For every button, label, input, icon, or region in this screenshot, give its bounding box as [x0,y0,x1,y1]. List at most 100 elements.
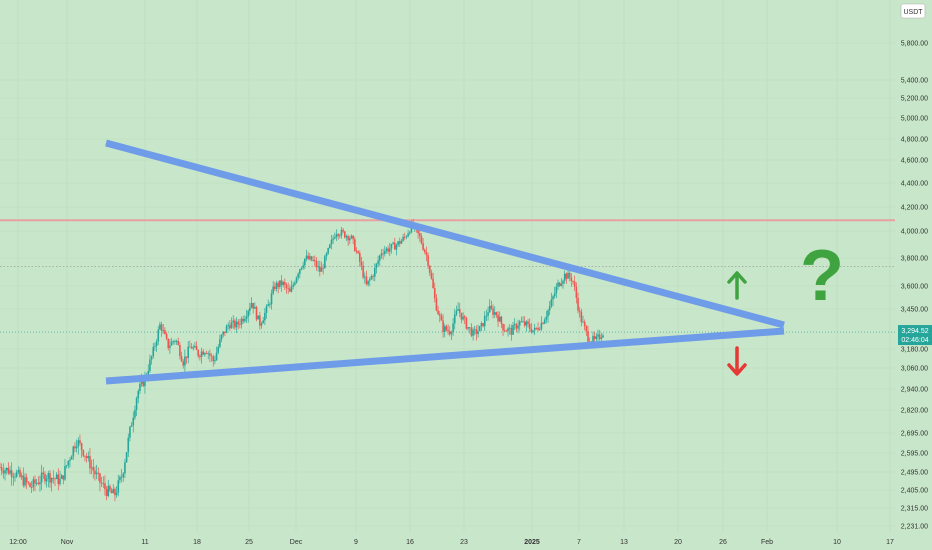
x-tick-label: 2025 [524,539,540,546]
candle-body [22,475,25,486]
candle-body [297,273,299,278]
candle-body [184,356,186,366]
x-tick-label: 20 [674,539,682,546]
candle-body [235,321,238,328]
candle-body [453,314,456,324]
candle-body [370,276,373,280]
candle-body [299,269,301,274]
candle-body [217,346,220,353]
candle-body [580,311,583,323]
y-axis[interactable]: USDT 5,800.00 5,400.00 5,200.00 5,000.00 4,8… [895,0,932,550]
candle-body [194,345,196,348]
candle-body [159,324,161,330]
candle-body [339,235,341,237]
candle-body [540,322,543,330]
upper-trendline[interactable] [105,139,785,329]
candle-body [70,456,73,460]
candle-body [294,282,296,285]
candle-body [490,305,493,309]
candle-body [220,334,223,340]
candle-body [425,252,428,256]
candle-body [455,310,458,315]
candles [0,218,604,502]
candle-body [10,470,13,477]
candle-body [522,321,524,323]
y-tick-label: 4,200.00 [901,205,928,212]
candle-body [210,355,213,357]
candle-body [380,253,383,256]
candle-body [319,266,321,272]
candle-body [64,466,66,480]
candle-body [107,485,110,497]
candle-body [314,259,316,262]
candle-body [209,353,211,356]
candle-body [150,356,153,360]
candle-body [507,328,509,332]
candle-body [109,485,111,491]
candle-body [212,356,215,362]
candle-body [552,296,554,300]
candle-body [312,259,314,261]
candle-body [230,322,233,329]
candle-body [523,321,526,326]
candle-body [562,280,564,284]
candle-body [388,248,391,252]
candle-body [359,252,361,262]
candle-body [367,280,369,285]
candle-body [277,282,279,287]
candle-body [19,470,21,477]
candle-body [60,475,63,479]
candle-body [467,327,469,329]
lower-trendline[interactable] [105,327,785,385]
candle-body [189,346,191,348]
candle-body [492,308,494,315]
candle-body [185,356,188,358]
candle-body [512,325,514,335]
candle-body [400,240,403,244]
candle-body [69,459,71,461]
candle-body [565,273,568,279]
candle-body [448,331,451,335]
x-axis[interactable]: 12:00 Nov 11 18 25 Dec 9 16 23 2025 7 13 20 26 Feb 10 17 [9,539,894,546]
candle-body [468,327,471,328]
question-mark-icon: ? [800,236,844,316]
candle-body [422,243,424,250]
candle-body [214,360,216,362]
candle-body [593,335,596,339]
candle-body [430,272,433,279]
x-tick-label: 25 [245,539,253,546]
candle-body [375,263,378,269]
candle-body [575,286,578,299]
candle-body [164,330,166,335]
candle-body [4,470,6,474]
candle-body [199,355,201,358]
candle-body [77,440,80,447]
candle-body [513,324,516,326]
candle-body [255,306,258,320]
candle-body [90,467,93,469]
candle-body [140,380,143,384]
candle-body [518,321,521,326]
candle-body [95,472,98,475]
candle-body [354,239,356,252]
x-tick-label: 26 [719,539,727,546]
candle-body [315,261,318,268]
candle-body [100,482,103,484]
candle-body [75,446,78,449]
currency-badge[interactable] [900,3,926,19]
candle-body [528,324,531,329]
candle-body [262,320,264,324]
candle-body [485,315,488,317]
candle-body [247,310,249,317]
candle-body [200,351,203,358]
candle-body [515,324,518,329]
candle-body [553,293,556,297]
candle-body [172,341,175,343]
candle-body [290,286,293,292]
candle-body [115,492,118,496]
candle-body [27,482,30,484]
candle-body [207,353,210,355]
candle-body [433,288,436,299]
candle-body [320,267,323,272]
